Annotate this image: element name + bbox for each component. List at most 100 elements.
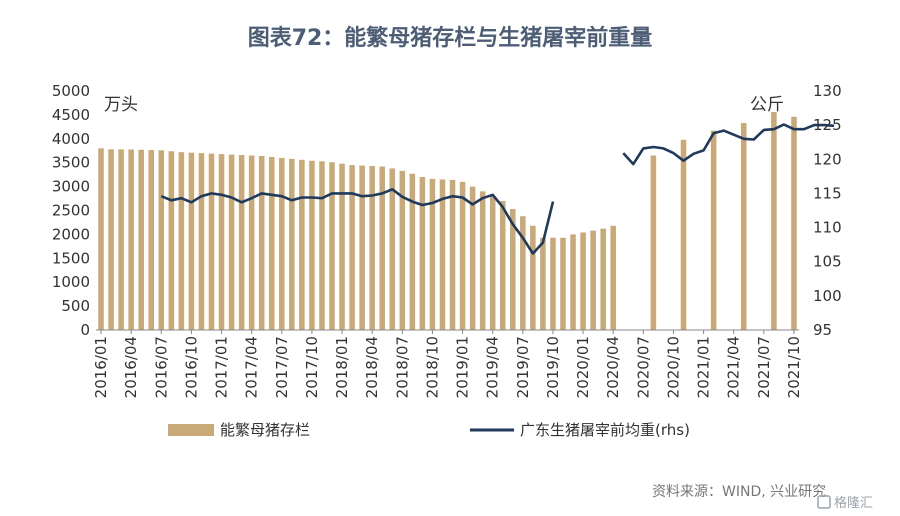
bar xyxy=(590,230,596,330)
bar xyxy=(389,168,396,330)
bar xyxy=(299,159,305,330)
left-tick-label: 3500 xyxy=(52,154,90,172)
bar xyxy=(459,181,466,330)
bar xyxy=(98,148,104,330)
bar xyxy=(248,155,255,330)
x-tick-label: 2021/01 xyxy=(695,336,713,398)
left-tick-label: 2000 xyxy=(52,225,90,243)
bar xyxy=(158,150,165,330)
x-tick-label: 2016/01 xyxy=(92,336,110,398)
right-tick-label: 110 xyxy=(813,219,842,237)
bar xyxy=(188,152,195,330)
x-tick-label: 2017/10 xyxy=(303,336,321,398)
bar xyxy=(118,149,124,330)
bar xyxy=(560,237,566,330)
line-segment xyxy=(622,123,835,166)
bar xyxy=(359,165,365,330)
bar xyxy=(469,186,476,330)
bar xyxy=(339,163,345,330)
x-tick-label: 2019/04 xyxy=(484,336,502,398)
x-tick-label: 2017/07 xyxy=(273,336,291,398)
bar xyxy=(520,216,526,330)
bar xyxy=(379,166,385,330)
left-tick-label: 0 xyxy=(80,321,90,339)
bar xyxy=(238,155,245,330)
legend-bar-swatch xyxy=(168,424,214,436)
bar xyxy=(439,179,446,330)
bar xyxy=(680,139,687,330)
bar xyxy=(419,177,426,330)
left-tick-label: 4500 xyxy=(52,106,90,124)
bar xyxy=(228,154,235,330)
x-tick-label: 2020/04 xyxy=(604,336,622,398)
bar xyxy=(319,161,325,330)
bar xyxy=(108,149,114,330)
source-note: 资料来源：WIND, 兴业研究 xyxy=(652,484,826,500)
left-tick-label: 500 xyxy=(61,297,90,315)
watermark: 格隆汇 xyxy=(817,495,873,511)
bar xyxy=(309,160,315,330)
chart-title: 图表72：能繁母猪存栏与生猪屠宰前重量 xyxy=(248,25,653,51)
bar xyxy=(540,237,546,330)
bar xyxy=(710,130,717,330)
bar xyxy=(399,170,406,330)
x-tick-label: 2020/10 xyxy=(664,336,682,398)
bar xyxy=(369,166,375,330)
bar xyxy=(600,228,606,330)
x-tick-label: 2019/01 xyxy=(454,336,472,398)
bar xyxy=(168,151,175,330)
x-tick-label: 2021/07 xyxy=(755,336,773,398)
bar xyxy=(148,150,154,330)
right-tick-label: 105 xyxy=(813,253,842,271)
x-tick-label: 2017/04 xyxy=(243,336,261,398)
legend: 能繁母猪存栏 广东生猪屠宰前均重(rhs) xyxy=(168,421,690,439)
bar xyxy=(138,149,144,330)
bar xyxy=(128,149,134,330)
bar xyxy=(329,162,335,330)
bar xyxy=(479,191,486,330)
bar xyxy=(349,165,355,330)
right-axis-ticks: 95 100 105 110 115 120 125 130 xyxy=(813,82,842,339)
x-tick-label: 2016/07 xyxy=(152,336,170,398)
x-tick-label: 2016/04 xyxy=(122,336,140,398)
left-tick-label: 1500 xyxy=(52,249,90,267)
left-tick-label: 3000 xyxy=(52,178,90,196)
left-tick-label: 2500 xyxy=(52,202,90,220)
bar xyxy=(258,156,265,330)
left-unit-label: 万头 xyxy=(104,95,138,115)
right-tick-label: 130 xyxy=(813,82,842,100)
legend-bar-label: 能繁母猪存栏 xyxy=(220,421,310,439)
line-segment xyxy=(160,188,555,255)
x-tick-label: 2017/01 xyxy=(213,336,231,398)
bar xyxy=(268,156,275,330)
watermark-text: 格隆汇 xyxy=(834,495,873,511)
legend-line-label: 广东生猪屠宰前均重(rhs) xyxy=(520,421,690,439)
right-tick-label: 125 xyxy=(813,116,842,134)
bar xyxy=(429,178,436,330)
bar-series xyxy=(98,112,797,330)
bar xyxy=(580,232,586,330)
x-tick-label: 2019/07 xyxy=(514,336,532,398)
bar xyxy=(489,196,496,330)
line-series xyxy=(160,123,835,255)
bar xyxy=(198,153,205,330)
bar xyxy=(499,200,506,330)
x-tick-label: 2019/10 xyxy=(544,336,562,398)
bar xyxy=(530,225,536,330)
bar xyxy=(449,179,456,330)
right-tick-label: 115 xyxy=(813,184,842,202)
right-unit-label: 公斤 xyxy=(750,95,784,115)
x-tick-label: 2018/07 xyxy=(393,336,411,398)
bar xyxy=(178,152,185,330)
bar xyxy=(771,112,777,330)
left-tick-label: 1000 xyxy=(52,273,90,291)
bar xyxy=(610,225,616,330)
bar xyxy=(570,234,576,330)
x-tick-label: 2021/10 xyxy=(785,336,803,398)
x-tick-label: 2018/10 xyxy=(423,336,441,398)
x-tick-label: 2018/04 xyxy=(363,336,381,398)
right-tick-label: 100 xyxy=(813,287,842,305)
bar xyxy=(218,154,225,330)
right-tick-label: 120 xyxy=(813,150,842,168)
